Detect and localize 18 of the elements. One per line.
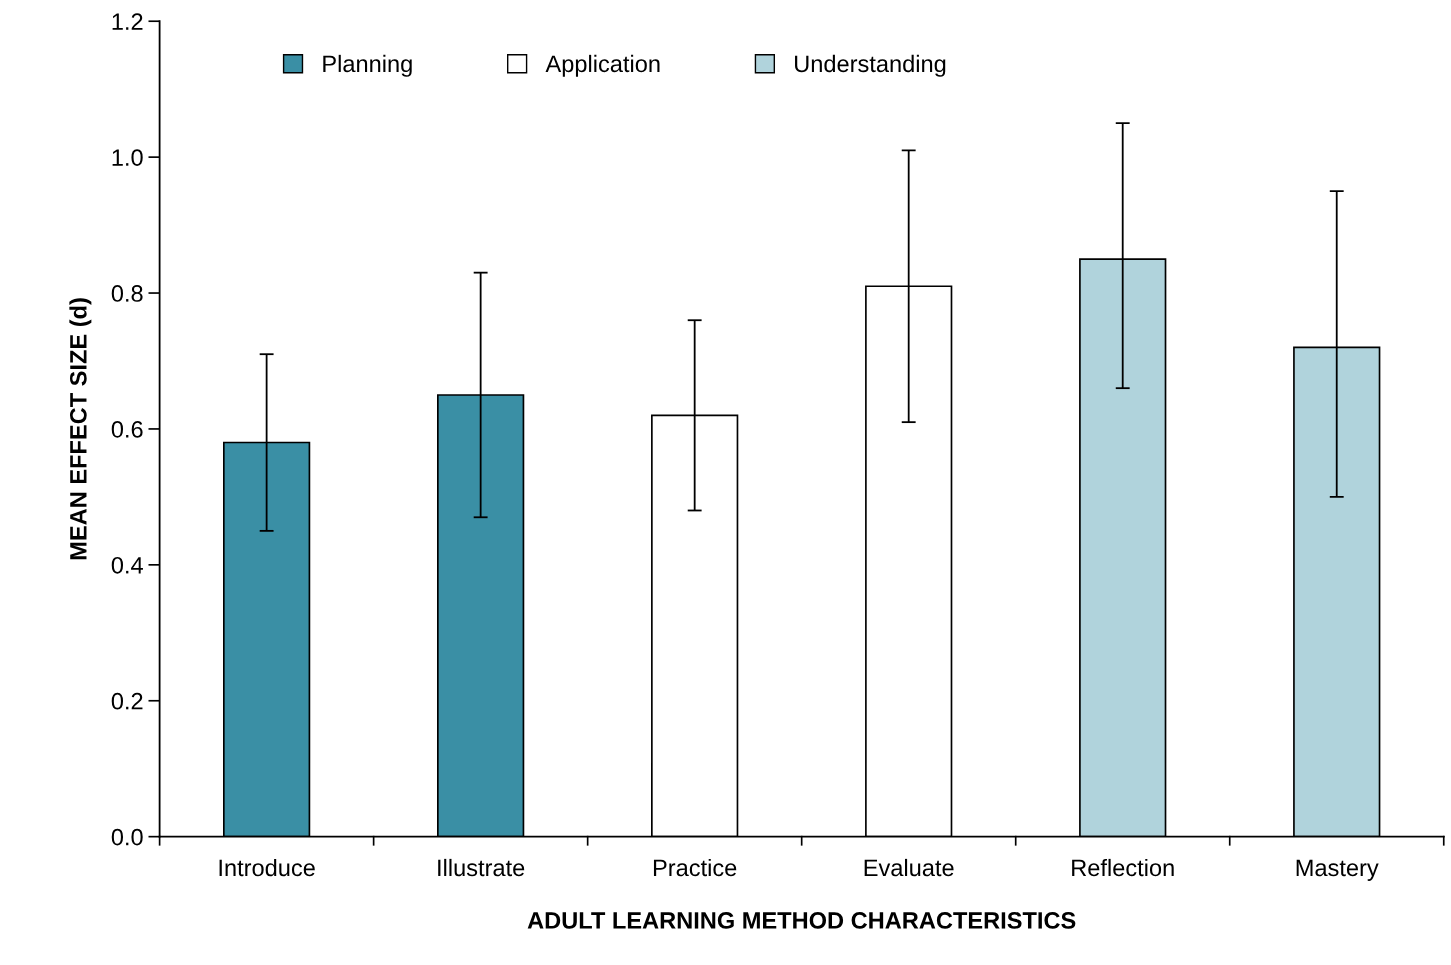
x-tick-label: Introduce <box>219 858 315 877</box>
y-tick-label: 0.4 <box>111 556 143 574</box>
y-tick-label: 0.6 <box>111 421 143 438</box>
legend-label: Understanding <box>795 54 946 77</box>
y-tick-label: 0.2 <box>111 692 143 710</box>
y-tick-label: 1.2 <box>112 13 143 30</box>
x-tick-label: Illustrate <box>438 858 525 877</box>
x-tick-label: Practice <box>653 858 737 877</box>
x-tick-label: Evaluate <box>864 858 954 877</box>
legend-label: Application <box>545 54 660 77</box>
x-axis-title: ADULT LEARNING METHOD CHARACTERISTICS <box>527 912 1076 929</box>
x-tick-label: Mastery <box>1296 859 1379 881</box>
y-tick-label: 0.8 <box>111 285 143 302</box>
y-tick-label: 1.0 <box>112 149 143 166</box>
y-axis-title: MEAN EFFECT SIZE (d) <box>69 298 92 560</box>
legend-label: Planning <box>323 54 412 77</box>
y-tick-label: 0.0 <box>111 828 143 846</box>
x-tick-label: Reflection <box>1072 858 1174 877</box>
